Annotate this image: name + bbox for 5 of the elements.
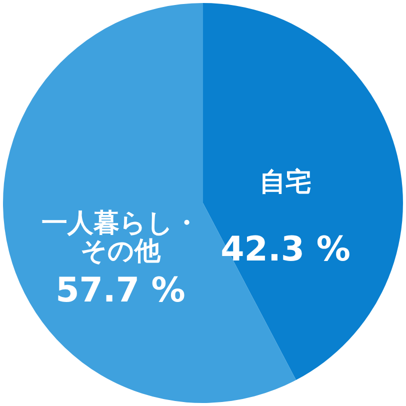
- slice-label: 自宅: [260, 168, 312, 198]
- slice-label: 一人暮らし・その他: [41, 208, 200, 266]
- data-label: 42.3 %: [220, 230, 350, 270]
- pie-slice: [203, 3, 403, 380]
- data-label: 57.7 %: [56, 270, 186, 310]
